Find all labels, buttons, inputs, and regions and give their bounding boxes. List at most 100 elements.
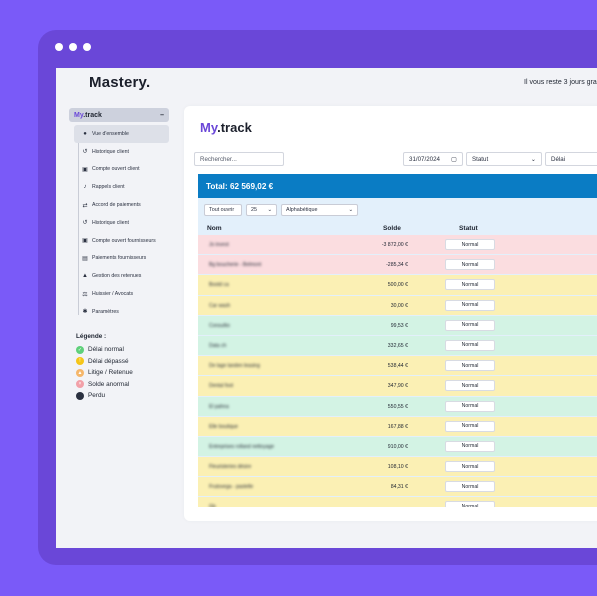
table-row[interactable]: Car wash 30,00 € Normal <box>198 295 597 315</box>
legend-item: ! Délai dépassé <box>76 356 133 368</box>
sort-select[interactable]: Alphabétique ⌄ <box>281 204 358 216</box>
app-window: Mastery. Il vous reste 3 jours gra My.tr… <box>56 68 597 548</box>
status-select[interactable]: Statut ⌄ <box>466 152 542 166</box>
legend-dot-icon <box>76 391 84 400</box>
sidebar-item-label: Paramètres <box>92 308 119 315</box>
page-title: My.track <box>200 120 252 135</box>
window-dot[interactable] <box>55 43 63 51</box>
sidebar-item-label: Gestion des retenues <box>92 273 142 280</box>
search-input[interactable]: Rechercher... <box>194 152 284 166</box>
status-badge[interactable]: Normal <box>445 420 495 432</box>
sidebar-module-header[interactable]: My.track – <box>69 108 169 122</box>
table-row[interactable]: El pahna 550,55 € Normal <box>198 396 597 416</box>
sidebar-item-label: Historique client <box>92 219 129 226</box>
status-badge[interactable]: Normal <box>445 299 495 311</box>
status-badge[interactable]: Normal <box>445 339 495 351</box>
table-row[interactable]: Elle boutique 167,88 € Normal <box>198 416 597 436</box>
col-name-header[interactable]: Nom <box>207 225 222 232</box>
sidebar-item-label: Compte ouvert client <box>92 166 140 173</box>
sidebar-item[interactable]: ● Vue d'ensemble <box>74 125 169 143</box>
status-badge[interactable]: Normal <box>445 380 495 392</box>
status-badge[interactable]: Normal <box>445 481 495 493</box>
status-badge[interactable]: Normal <box>445 319 495 331</box>
table-row[interactable]: Gb Normal <box>198 497 597 507</box>
client-balance: 108,10 € <box>387 464 408 471</box>
sidebar-item[interactable]: ↺ Historique client <box>69 214 169 232</box>
nav-tree-line <box>78 135 79 315</box>
col-balance-header[interactable]: Solde <box>383 225 401 232</box>
client-balance: 332,65 € <box>387 342 408 349</box>
sidebar-item-label: Historique client <box>92 148 129 155</box>
sidebar-item-label: Vue d'ensemble <box>92 130 129 137</box>
status-badge[interactable]: Normal <box>445 400 495 412</box>
legend-dot-icon: × <box>76 380 84 389</box>
total-banner: Total: 62 569,02 € <box>198 174 597 198</box>
sidebar-item[interactable]: ↺ Historique client <box>69 143 169 161</box>
table-row[interactable]: Jo invest -3 872,00 € Normal <box>198 235 597 255</box>
sidebar-item[interactable]: ♪ Rappels client <box>69 178 169 196</box>
client-name: De lage landen leasing <box>209 363 260 370</box>
client-balance: 167,88 € <box>387 423 408 430</box>
client-name: Data ch <box>209 342 227 349</box>
sidebar-item-label: Huissier / Avocats <box>92 291 134 298</box>
col-status-header[interactable]: Statut <box>459 225 478 232</box>
sidebar-item[interactable]: ▲ Gestion des retenues <box>69 267 169 285</box>
expand-all-button[interactable]: Tout ouvrir <box>204 204 242 216</box>
window-dot[interactable] <box>83 43 91 51</box>
table-row[interactable]: Frutovega - pastelle 84,31 € Normal <box>198 477 597 497</box>
client-name: Fleuristeries désire <box>209 464 252 471</box>
per-page-select[interactable]: 25 ⌄ <box>246 204 277 216</box>
history-icon: ↺ <box>82 220 88 227</box>
sidebar-item[interactable]: ▤ Paiements fournisseurs <box>69 250 169 268</box>
window-dot[interactable] <box>69 43 77 51</box>
status-badge[interactable]: Normal <box>445 461 495 473</box>
client-balance: 910,00 € <box>387 443 408 450</box>
legend-item: ✓ Délai normal <box>76 344 133 356</box>
module-name: My.track <box>74 111 102 119</box>
legend: Légende : ✓ Délai normal! Délai dépassé ▲ Li… <box>76 333 133 402</box>
sidebar: My.track – ● Vue d'ensemble ↺ Historique cl… <box>69 108 169 321</box>
main-panel: My.track Rechercher... 31/07/2024 ▢ Statu… <box>184 106 597 521</box>
sidebar-item[interactable]: ⚖ Huissier / Avocats <box>69 285 169 303</box>
table-row[interactable]: Bootd ca 500,00 € Normal <box>198 275 597 295</box>
sidebar-item-label: Accord de paiements <box>92 202 141 209</box>
table-row[interactable]: Bg boucherie - Belmont -285,34 € Normal <box>198 255 597 275</box>
table-row[interactable]: Entreprises rolland nettoyage 910,00 € Nor… <box>198 436 597 457</box>
legend-label: Délai dépassé <box>88 357 129 365</box>
sidebar-item[interactable]: ✱ Paramètres <box>69 303 169 321</box>
sidebar-item[interactable]: ▣ Compte ouvert client <box>69 161 169 179</box>
client-name: Elle boutique <box>209 423 238 430</box>
sidebar-item[interactable]: ▣ Compte ouvert fournisseurs <box>69 232 169 250</box>
status-badge[interactable]: Normal <box>445 360 495 372</box>
sidebar-item[interactable]: ⇄ Accord de paiements <box>69 196 169 214</box>
bell-icon: ♪ <box>83 184 87 191</box>
date-field[interactable]: 31/07/2024 ▢ <box>403 152 463 166</box>
legend-label: Perdu <box>88 392 106 400</box>
client-name: Jo invest <box>209 242 229 248</box>
table-row[interactable]: Data ch 332,65 € Normal <box>198 335 597 356</box>
table-row[interactable]: Fleuristeries désire 108,10 € Normal <box>198 457 597 477</box>
sidebar-nav: ● Vue d'ensemble ↺ Historique client ▣ Compte… <box>69 125 169 321</box>
status-badge[interactable]: Normal <box>445 440 495 452</box>
legend-label: Litige / Retenue <box>88 369 133 377</box>
status-badge[interactable]: Normal <box>445 239 495 250</box>
table-row[interactable]: Dental foot 347,90 € Normal <box>198 376 597 396</box>
chevron-down-icon: ⌄ <box>530 155 536 163</box>
client-name: Bootd ca <box>209 282 229 289</box>
sidebar-item-label: Rappels client <box>92 184 125 191</box>
collapse-icon[interactable]: – <box>160 111 164 119</box>
client-balance: 30,00 € <box>390 302 408 309</box>
table-row[interactable]: Consultio 99,53 € Normal <box>198 315 597 335</box>
chevron-down-icon: ⌄ <box>267 207 272 213</box>
legend-item: Perdu <box>76 390 133 402</box>
legend-dot-icon: ▲ <box>76 368 84 377</box>
status-badge[interactable]: Normal <box>445 259 495 271</box>
payment-icon: ▤ <box>82 255 88 262</box>
client-name: Gb <box>209 504 216 507</box>
client-table: Total: 62 569,02 € Tout ouvrir 25 ⌄ Alpha… <box>198 174 597 507</box>
status-badge[interactable]: Normal <box>445 279 495 291</box>
delay-select[interactable]: Délai <box>545 152 597 166</box>
calendar-icon[interactable]: ▢ <box>451 155 457 163</box>
table-row[interactable]: De lage landen leasing 538,44 € Normal <box>198 356 597 376</box>
status-badge[interactable]: Normal <box>445 501 495 507</box>
